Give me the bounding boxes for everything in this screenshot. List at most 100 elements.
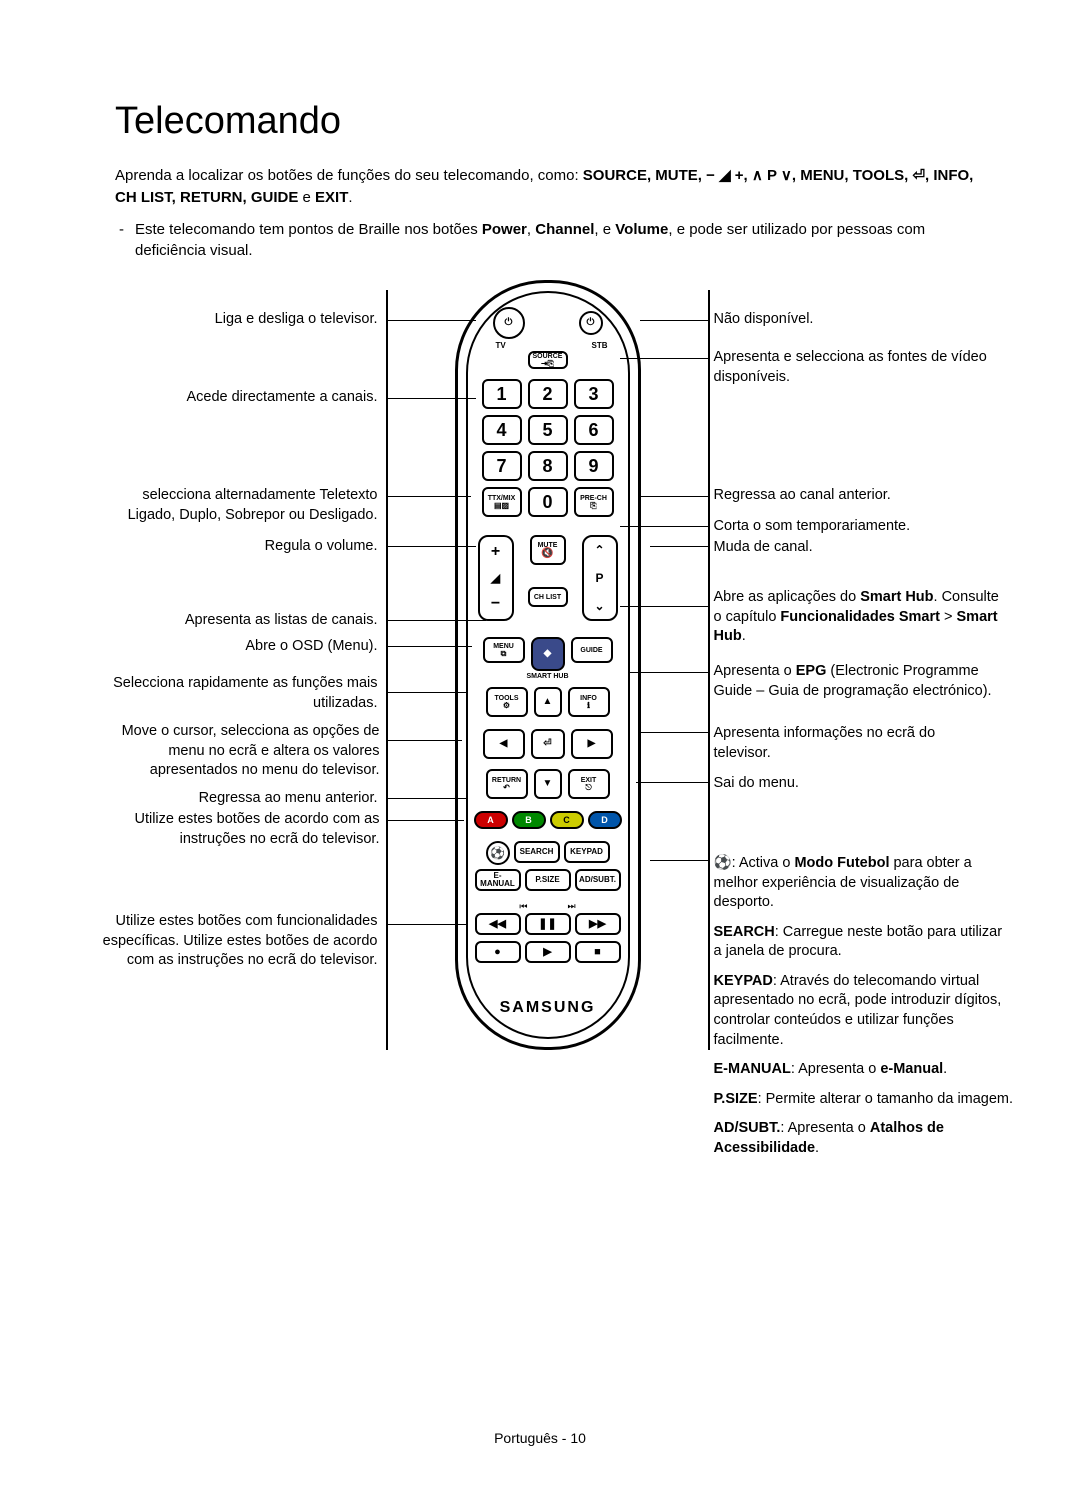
ttxmix-button[interactable]: TTX/MIX▤▨ xyxy=(482,487,522,517)
lead xyxy=(640,496,710,497)
exit-icon: ⎋ xyxy=(585,784,591,792)
channel-rocker[interactable]: ⌃ P ⌄ xyxy=(582,535,618,621)
return-button[interactable]: RETURN↶ xyxy=(486,769,528,799)
lead xyxy=(620,358,710,359)
guide-button[interactable]: GUIDE xyxy=(571,637,613,663)
key-5[interactable]: 5 xyxy=(528,415,568,445)
lead xyxy=(386,646,472,647)
key-7[interactable]: 7 xyxy=(482,451,522,481)
source-button[interactable]: SOURCE ⇥⎘ xyxy=(528,351,568,369)
ch-down-icon: ⌄ xyxy=(594,599,604,613)
tools-button[interactable]: TOOLS⚙ xyxy=(486,687,528,717)
volume-rocker[interactable]: + ◢ − xyxy=(478,535,514,621)
vol-minus: − xyxy=(491,595,500,613)
chlist-label: CH LIST xyxy=(534,594,561,601)
key-6[interactable]: 6 xyxy=(574,415,614,445)
soccer-b: Modo Futebol xyxy=(794,855,889,871)
search-button[interactable]: SEARCH xyxy=(514,841,560,863)
exit-button[interactable]: EXIT⎋ xyxy=(568,769,610,799)
bullet-b3: Volume xyxy=(615,221,668,238)
intro-pre: Aprenda a localizar os botões de funções… xyxy=(115,167,583,184)
lead xyxy=(386,546,476,547)
guide-label: GUIDE xyxy=(580,647,602,654)
key-9[interactable]: 9 xyxy=(574,451,614,481)
ch-up-icon: ⌃ xyxy=(594,543,604,557)
arrow-down-button[interactable]: ▼ xyxy=(534,769,562,799)
pause-button[interactable]: ❚❚ xyxy=(525,913,571,935)
enter-button[interactable]: ⏎ xyxy=(531,729,565,759)
stop-button[interactable]: ■ xyxy=(575,941,621,963)
lead xyxy=(620,606,710,607)
page-footer: Português - 10 xyxy=(0,1430,1080,1446)
info-button[interactable]: INFOℹ xyxy=(568,687,610,717)
info-icon: ℹ xyxy=(587,702,590,710)
key-4[interactable]: 4 xyxy=(482,415,522,445)
remote-outline: ⏻ ⏻ TV STB SOURCE ⇥⎘ 123 456 789 TTX/MIX… xyxy=(455,280,641,1050)
emanual-b: E-MANUAL xyxy=(714,1061,791,1077)
lead xyxy=(650,546,710,547)
lead xyxy=(386,820,464,821)
callout-info: Apresenta informações no ecrã do televis… xyxy=(714,724,994,763)
braille-note: Este telecomando tem pontos de Braille n… xyxy=(115,219,980,263)
guide-b: EPG xyxy=(796,663,827,679)
callout-specific: Utilize estes botões com funcionalidades… xyxy=(98,912,378,971)
color-c-button[interactable]: C xyxy=(550,811,584,829)
color-b-button[interactable]: B xyxy=(512,811,546,829)
emanual-button[interactable]: E-MANUAL xyxy=(475,869,521,891)
key-0[interactable]: 0 xyxy=(528,487,568,517)
callout-tools: Selecciona rapidamente as funções mais u… xyxy=(98,674,378,713)
page-title: Telecomando xyxy=(115,100,980,143)
menu-icon: ⧉ xyxy=(501,650,507,658)
stb-label: STB xyxy=(592,341,608,350)
smarthub-b2: Funcionalidades Smart xyxy=(780,609,940,625)
vol-icon: ◢ xyxy=(491,571,500,585)
key-1[interactable]: 1 xyxy=(482,379,522,409)
smarthub-pre: Abre as aplicações do xyxy=(714,589,861,605)
callout-source: Apresenta e selecciona as fontes de víde… xyxy=(714,348,994,387)
psize-button[interactable]: P.SIZE xyxy=(525,869,571,891)
adsubt-b: AD/SUBT. xyxy=(714,1120,781,1136)
keypad-b: KEYPAD xyxy=(714,973,773,989)
smarthub-button[interactable]: ◆ xyxy=(531,637,565,671)
callout-power: Liga e desliga o televisor. xyxy=(118,310,378,330)
smarthub-label: SMART HUB xyxy=(458,673,638,680)
ffwd-button[interactable]: ▶▶ xyxy=(575,913,621,935)
rewind-button[interactable]: ◀◀ xyxy=(475,913,521,935)
button-descriptions: ⚽: Activa o Modo Futebol para obter a me… xyxy=(714,854,1014,1168)
emanual-b2: e-Manual xyxy=(880,1061,943,1077)
intro-post: e xyxy=(298,189,315,206)
callout-menu: Abre o OSD (Menu). xyxy=(118,637,378,657)
play-button[interactable]: ▶ xyxy=(525,941,571,963)
key-8[interactable]: 8 xyxy=(528,451,568,481)
return-icon: ↶ xyxy=(503,784,510,792)
callout-prech: Regressa ao canal anterior. xyxy=(714,486,994,506)
color-a-button[interactable]: A xyxy=(474,811,508,829)
key-2[interactable]: 2 xyxy=(528,379,568,409)
lead xyxy=(386,740,462,741)
arrow-up-button[interactable]: ▲ xyxy=(534,687,562,717)
lead xyxy=(386,798,466,799)
key-3[interactable]: 3 xyxy=(574,379,614,409)
arrow-left-button[interactable]: ◀ xyxy=(483,729,525,759)
arrow-right-button[interactable]: ▶ xyxy=(571,729,613,759)
source-icon: ⇥⎘ xyxy=(541,360,554,368)
color-d-button[interactable]: D xyxy=(588,811,622,829)
soccer-button[interactable]: ⚽ xyxy=(486,841,510,865)
prech-button[interactable]: PRE-CH⎘ xyxy=(574,487,614,517)
power-tv-button[interactable]: ⏻ xyxy=(493,307,525,339)
lead xyxy=(630,672,710,673)
soccer-pre: : Activa o xyxy=(732,855,795,871)
keypad-button[interactable]: KEYPAD xyxy=(564,841,610,863)
callout-ttx: selecciona alternadamente Teletexto Liga… xyxy=(118,486,378,525)
power-stb-button[interactable]: ⏻ xyxy=(579,311,603,335)
chlist-button[interactable]: CH LIST xyxy=(528,587,568,607)
emanual-end: . xyxy=(943,1061,947,1077)
callout-channels: Acede directamente a canais. xyxy=(118,388,378,408)
vol-plus: + xyxy=(491,543,500,561)
adsubt-button[interactable]: AD/SUBT. xyxy=(575,869,621,891)
record-button[interactable]: ● xyxy=(475,941,521,963)
callout-smarthub: Abre as aplicações do Smart Hub. Consult… xyxy=(714,588,1004,647)
mute-button[interactable]: MUTE🔇 xyxy=(530,535,566,565)
ch-p-label: P xyxy=(595,571,603,585)
menu-button[interactable]: MENU⧉ xyxy=(483,637,525,663)
